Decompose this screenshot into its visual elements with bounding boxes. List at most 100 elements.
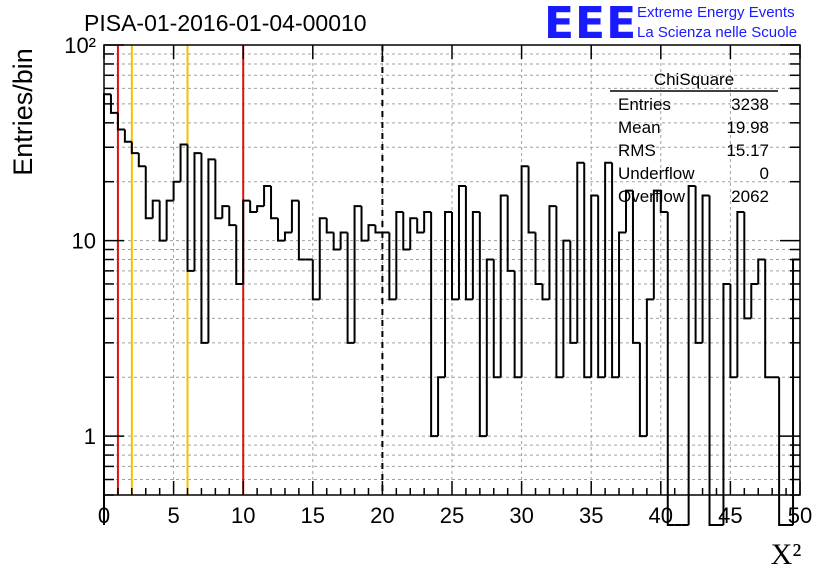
histogram-bar <box>611 162 620 379</box>
stats-label: Underflow <box>618 164 695 183</box>
x-tick-label: 50 <box>788 503 812 528</box>
histogram-bar <box>638 342 647 438</box>
histogram-bar <box>297 200 306 261</box>
histogram-bar <box>263 185 272 207</box>
histogram-bar <box>597 195 606 379</box>
histogram-bar <box>165 199 174 241</box>
histogram-bar <box>618 231 626 378</box>
stats-box: ChiSquare Entries 3238 Mean 19.98 RMS 15.17 Un… <box>610 70 778 206</box>
histogram-bar <box>332 232 341 251</box>
stats-value: 3238 <box>731 95 769 114</box>
histogram-bar <box>416 218 425 234</box>
histogram-bar <box>527 166 536 234</box>
x-tick-label: 20 <box>370 503 394 528</box>
histogram-bar <box>395 210 404 300</box>
histogram-bar <box>353 205 362 343</box>
y-axis-label: Entries/bin <box>8 48 38 176</box>
histogram-bar <box>318 217 327 300</box>
histogram-bar <box>193 152 202 271</box>
x-tick-label: 15 <box>301 503 325 528</box>
histogram-bar <box>757 258 766 284</box>
stats-label: Overflow <box>618 187 686 206</box>
histogram-bar <box>659 190 668 213</box>
histogram-bar <box>437 376 446 437</box>
x-tick-label: 10 <box>231 503 255 528</box>
histogram-bar <box>270 186 278 220</box>
histogram-bar <box>478 211 487 438</box>
histogram-bar <box>708 195 717 526</box>
histogram-bar <box>235 225 244 285</box>
x-tick-label: 25 <box>440 503 464 528</box>
histogram-bar <box>374 225 383 234</box>
histogram-bar <box>722 282 731 525</box>
histogram-bar <box>485 258 494 437</box>
stats-value: 15.17 <box>726 141 769 160</box>
histogram-bar <box>249 200 258 213</box>
axis-tick-labels: 0 5 10 15 20 25 30 35 40 45 50 1 10 10² <box>64 33 812 528</box>
histogram-bar <box>743 211 752 320</box>
histogram-bar <box>701 194 710 343</box>
reference-lines <box>116 45 384 495</box>
y-tick-label: 10² <box>64 33 96 58</box>
histogram-bar <box>444 210 452 378</box>
histogram-bar <box>750 282 759 319</box>
histogram-bar <box>339 231 348 250</box>
histogram-bar <box>464 186 473 301</box>
histogram-bar <box>694 186 703 344</box>
histogram-bar <box>367 224 376 241</box>
histogram-bar <box>583 162 592 379</box>
histogram-bar <box>604 161 613 378</box>
plot-title: PISA-01-2016-01-04-00010 <box>84 10 367 36</box>
histogram-bar <box>555 206 564 379</box>
histogram-bar <box>151 199 160 219</box>
histogram-bar <box>409 217 418 250</box>
histogram-bar <box>256 205 265 212</box>
logo-subtitle-line2: La Scienza nelle Scuole <box>637 24 798 41</box>
histogram-bar <box>388 232 397 301</box>
histogram-bar <box>402 211 411 251</box>
histogram-bar <box>499 194 508 378</box>
histogram-bar <box>325 218 334 234</box>
x-tick-label: 5 <box>167 503 179 528</box>
x-axis-label: X² <box>771 538 802 571</box>
histogram-bar <box>492 259 501 379</box>
stats-label: RMS <box>618 141 656 160</box>
x-tick-label: 40 <box>649 503 673 528</box>
y-tick-label: 10 <box>72 229 96 254</box>
histogram-bar <box>109 94 118 114</box>
histogram-bar <box>534 232 543 285</box>
histogram-bar <box>590 194 599 378</box>
histogram-bar <box>652 189 661 300</box>
stats-value: 2062 <box>731 187 769 206</box>
histogram-bar <box>520 165 529 378</box>
histogram-bar <box>158 200 167 242</box>
histogram-bar <box>360 206 369 242</box>
histogram-bar <box>506 195 515 272</box>
histogram-bar <box>631 190 640 344</box>
stats-box-title: ChiSquare <box>654 70 734 89</box>
histogram-bar <box>513 270 522 379</box>
histogram-bar <box>179 143 188 182</box>
histogram-bar <box>290 199 299 233</box>
histogram-bar <box>423 210 432 233</box>
histogram-bar <box>283 231 292 241</box>
histogram-bar <box>576 161 585 343</box>
histogram-bar <box>430 211 439 438</box>
histogram-bar <box>645 298 654 437</box>
logo-subtitle-line1: Extreme Energy Events <box>637 4 795 21</box>
histogram-bar <box>123 129 132 143</box>
eee-logo: EEE <box>544 0 638 49</box>
stats-value: 19.98 <box>726 118 769 137</box>
x-tick-label: 45 <box>718 503 742 528</box>
x-tick-label: 35 <box>579 503 603 528</box>
histogram-bar <box>778 377 787 526</box>
x-tick-label: 30 <box>509 503 533 528</box>
histogram-bar <box>562 239 571 378</box>
histogram-bar <box>103 93 111 525</box>
histogram-bar <box>221 205 230 219</box>
axis-ticks <box>103 44 801 496</box>
histogram-bar <box>666 211 675 526</box>
x-tick-label: 0 <box>98 503 110 528</box>
histogram-bar <box>311 259 320 301</box>
histogram-bar <box>200 153 209 344</box>
